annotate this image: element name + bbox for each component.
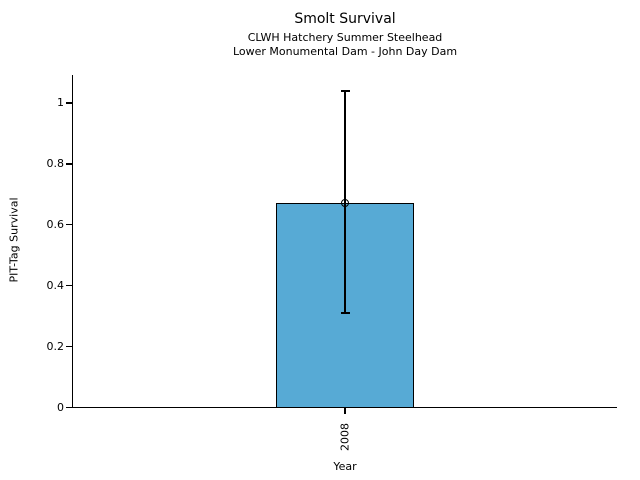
y-tick-mark	[66, 102, 73, 104]
y-tick-label: 0.6	[46, 217, 65, 231]
y-axis-spine	[72, 75, 74, 408]
x-tick-mark	[344, 408, 346, 414]
error-bar-cap-top	[340, 90, 350, 92]
x-tick-label: 2008	[338, 423, 352, 451]
y-tick-label: 0.4	[46, 278, 65, 292]
y-tick-mark	[66, 224, 73, 226]
y-tick-mark	[66, 345, 73, 348]
error-bar-cap-bottom	[340, 312, 350, 314]
y-tick-mark	[66, 285, 73, 287]
y-tick-label: 0	[57, 400, 64, 414]
chart-subtitle-line2: Lower Monumental Dam - John Day Dam	[232, 45, 458, 58]
y-tick-mark	[66, 163, 73, 165]
x-axis-label: Year	[333, 460, 357, 473]
y-tick-label: 0.8	[46, 156, 65, 170]
y-tick-label: 0.2	[46, 339, 65, 353]
y-tick-mark	[66, 406, 73, 409]
point-marker	[341, 199, 349, 208]
y-axis-label: PIT-Tag Survival	[7, 197, 21, 283]
y-tick-label: 1	[57, 96, 64, 109]
chart-subtitle-line1: CLWH Hatchery Summer Steelhead	[247, 31, 443, 44]
chart-title: Smolt Survival	[294, 11, 396, 27]
